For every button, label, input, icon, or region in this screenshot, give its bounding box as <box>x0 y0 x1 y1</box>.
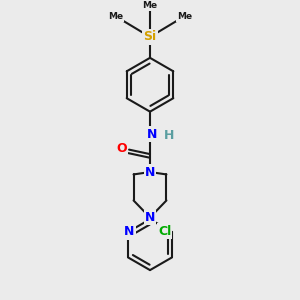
Text: Me: Me <box>177 12 192 21</box>
Text: H: H <box>164 129 175 142</box>
Text: Me: Me <box>108 12 123 21</box>
Text: Si: Si <box>143 30 157 44</box>
Text: Cl: Cl <box>158 225 171 238</box>
Text: N: N <box>124 226 135 238</box>
Text: N: N <box>145 211 155 224</box>
Text: O: O <box>116 142 127 154</box>
Text: Me: Me <box>142 1 158 10</box>
Text: N: N <box>145 166 155 178</box>
Text: N: N <box>147 128 158 141</box>
